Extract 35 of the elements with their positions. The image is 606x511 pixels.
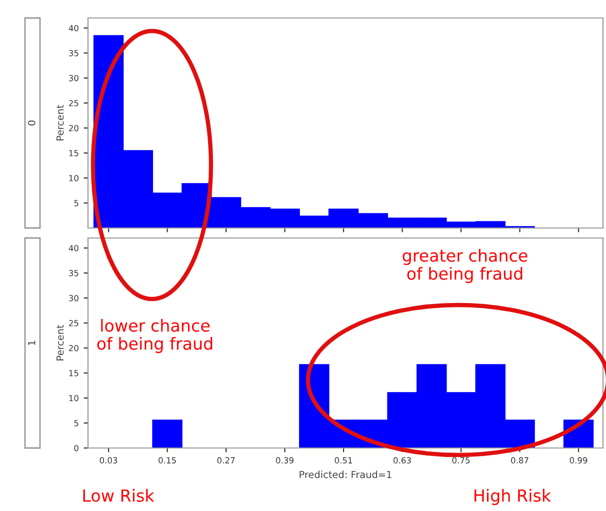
x-tick-label: 0.15 [158,457,176,464]
x-tick-label: 0.39 [276,457,294,464]
x-tick-label: 0.27 [217,457,235,464]
y-tick-label: 40 [68,24,78,32]
y-tick-label: 15 [69,150,78,156]
x-axis-title: Predicted: Fraud=1 [300,470,392,478]
y-tick-label: 30 [69,74,78,82]
y-tick-label: 15 [69,370,78,376]
x-tick-label: 0.63 [394,457,411,464]
y-axis-title: Percent [56,104,64,140]
annotation: greater chance of being fraud [402,248,528,284]
text: 0 [28,120,36,126]
y-tick-label: 0 [74,444,78,452]
y-tick-label: 10 [69,174,78,182]
y-tick-label: 20 [68,344,78,352]
y-tick-label: 40 [68,244,78,252]
x-tick-label: 0.03 [100,457,118,464]
x-tick-label: 0.51 [334,457,352,464]
y-tick-label: 25 [68,320,78,326]
y-axis-title: Percent [56,324,64,360]
text: 1 [28,340,36,346]
y-tick-label: 5 [74,200,78,206]
annotation: lower chance of being fraud [97,318,212,354]
y-tick-label: 25 [68,100,78,106]
y-tick-label: 30 [69,294,78,302]
x-tick-label: 0.99 [570,457,588,464]
text: Low Risk [83,488,154,502]
x-tick-label: 0.75 [452,457,470,464]
x-tick-label: 0.87 [511,457,528,464]
y-tick-label: 5 [74,420,78,426]
y-tick-label: 35 [69,50,78,56]
y-tick-label: 10 [69,394,78,402]
y-tick-label: 35 [69,270,78,276]
y-tick-label: 20 [68,124,78,132]
text: High Risk [474,488,552,506]
